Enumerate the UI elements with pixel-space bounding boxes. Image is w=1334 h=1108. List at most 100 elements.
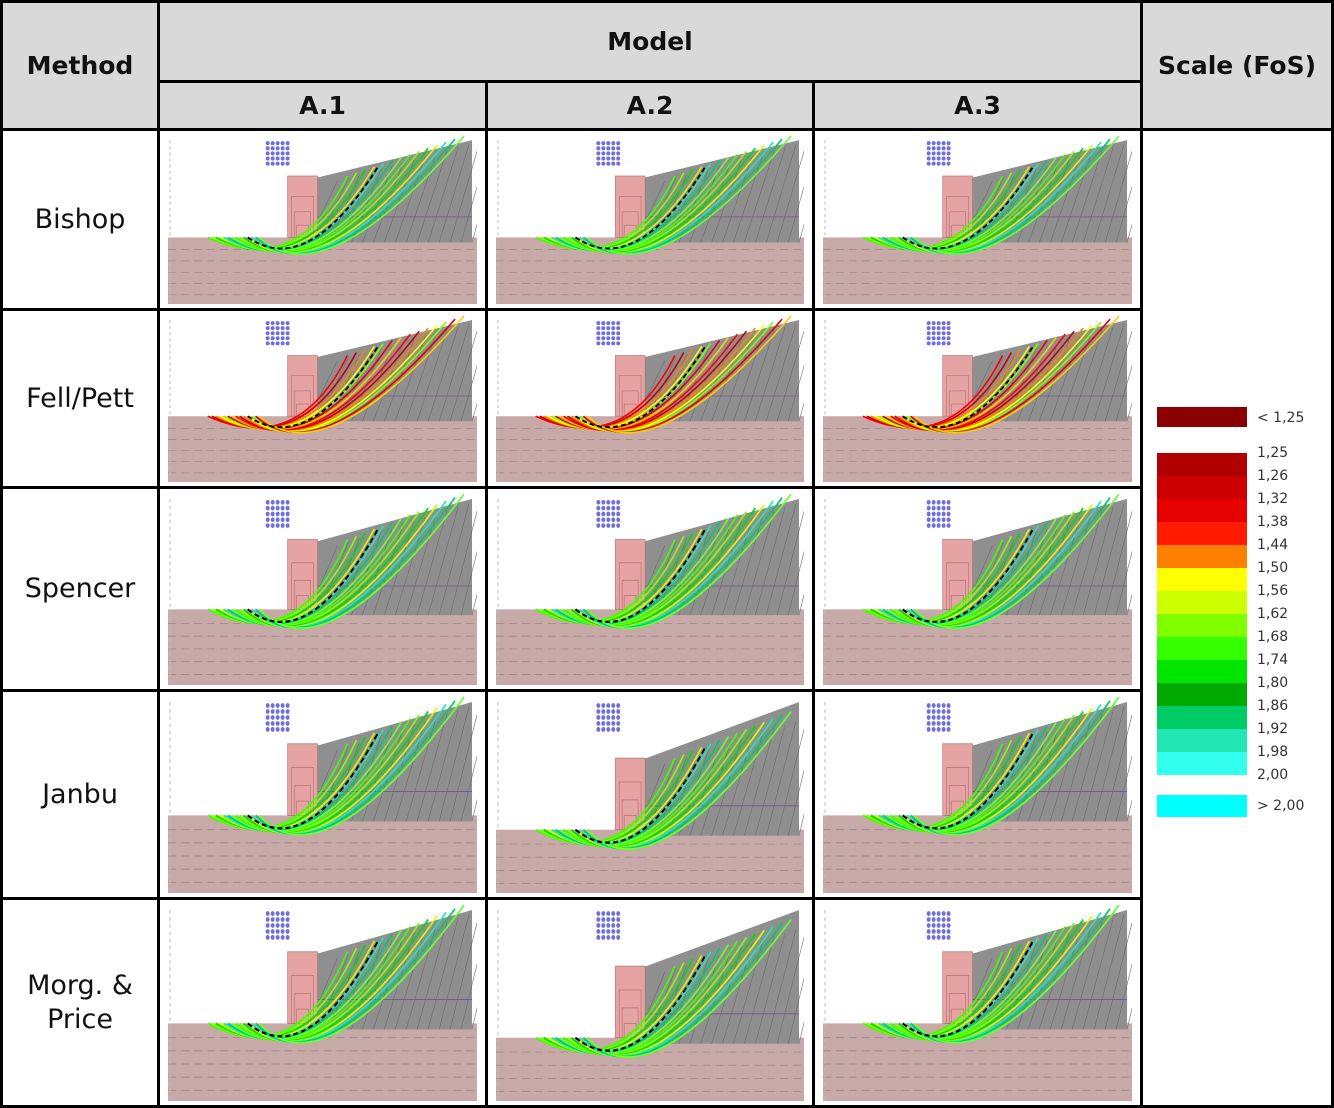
center-grid bbox=[616, 935, 620, 940]
center-grid bbox=[276, 326, 280, 330]
center-grid bbox=[927, 923, 931, 928]
center-grid bbox=[947, 929, 951, 934]
center-grid bbox=[601, 512, 605, 517]
center-grid bbox=[606, 157, 610, 161]
center-grid bbox=[281, 727, 285, 732]
center-grid bbox=[276, 721, 280, 726]
center-grid bbox=[606, 721, 610, 726]
center-grid bbox=[616, 500, 620, 505]
center-grid bbox=[606, 151, 610, 155]
swatch bbox=[1157, 706, 1247, 729]
center-grid bbox=[286, 709, 290, 714]
slope-figure bbox=[496, 904, 804, 1101]
center-grid bbox=[281, 500, 285, 505]
method-label: Janbu bbox=[15, 778, 145, 812]
center-grid bbox=[927, 523, 931, 528]
legend-label: 2,00 bbox=[1257, 767, 1288, 783]
center-grid bbox=[947, 911, 951, 916]
center-grid bbox=[942, 935, 946, 940]
center-grid bbox=[266, 321, 270, 325]
center-grid bbox=[937, 162, 941, 166]
center-grid bbox=[266, 715, 270, 720]
center-grid bbox=[281, 917, 285, 922]
center-grid bbox=[276, 911, 280, 916]
center-grid bbox=[286, 929, 290, 934]
center-grid bbox=[616, 911, 620, 916]
center-grid bbox=[596, 911, 600, 916]
center-grid bbox=[271, 727, 275, 732]
center-grid bbox=[947, 146, 951, 150]
slope-figure bbox=[823, 493, 1132, 685]
center-grid bbox=[942, 929, 946, 934]
center-grid bbox=[606, 326, 610, 330]
model-image bbox=[159, 130, 487, 310]
center-grid bbox=[271, 151, 275, 155]
center-grid bbox=[611, 923, 615, 928]
center-grid bbox=[276, 709, 280, 714]
legend-label: 1,74 bbox=[1257, 652, 1288, 668]
center-grid bbox=[606, 331, 610, 335]
center-grid bbox=[596, 336, 600, 340]
center-grid bbox=[596, 935, 600, 940]
center-grid bbox=[596, 500, 600, 505]
center-grid bbox=[942, 162, 946, 166]
center-grid bbox=[932, 506, 936, 511]
center-grid bbox=[596, 517, 600, 522]
center-grid bbox=[286, 523, 290, 528]
center-grid bbox=[281, 512, 285, 517]
center-grid bbox=[601, 703, 605, 708]
center-grid bbox=[606, 321, 610, 325]
center-grid bbox=[947, 336, 951, 340]
center-grid bbox=[611, 157, 615, 161]
center-grid bbox=[947, 331, 951, 335]
center-grid bbox=[266, 512, 270, 517]
legend-label: 1,25 bbox=[1257, 445, 1288, 461]
center-grid bbox=[927, 500, 931, 505]
model-image bbox=[814, 130, 1142, 310]
model-image bbox=[159, 488, 487, 691]
center-grid bbox=[947, 709, 951, 714]
center-grid bbox=[281, 709, 285, 714]
center-grid bbox=[932, 151, 936, 155]
center-grid bbox=[596, 146, 600, 150]
swatch bbox=[1157, 407, 1247, 427]
center-grid bbox=[596, 721, 600, 726]
center-grid bbox=[932, 331, 936, 335]
center-grid bbox=[937, 331, 941, 335]
center-grid bbox=[286, 715, 290, 720]
legend-label: 1,26 bbox=[1257, 468, 1288, 484]
center-grid bbox=[596, 141, 600, 145]
swatch bbox=[1157, 453, 1247, 476]
model-image bbox=[814, 691, 1142, 899]
center-grid bbox=[266, 146, 270, 150]
center-grid bbox=[942, 523, 946, 528]
center-grid bbox=[601, 341, 605, 345]
center-grid bbox=[281, 146, 285, 150]
center-grid bbox=[281, 336, 285, 340]
center-grid bbox=[271, 911, 275, 916]
center-grid bbox=[266, 911, 270, 916]
center-grid bbox=[271, 341, 275, 345]
center-grid bbox=[937, 935, 941, 940]
model-image bbox=[487, 310, 814, 488]
center-grid bbox=[937, 326, 941, 330]
center-grid bbox=[942, 709, 946, 714]
center-grid bbox=[266, 157, 270, 161]
center-grid bbox=[611, 151, 615, 155]
center-grid bbox=[276, 512, 280, 517]
model-image bbox=[159, 899, 487, 1107]
center-grid bbox=[596, 917, 600, 922]
center-grid bbox=[281, 326, 285, 330]
center-grid bbox=[932, 721, 936, 726]
center-grid bbox=[596, 506, 600, 511]
center-grid bbox=[601, 151, 605, 155]
center-grid bbox=[286, 727, 290, 732]
center-grid bbox=[281, 157, 285, 161]
center-grid bbox=[286, 517, 290, 522]
center-grid bbox=[616, 923, 620, 928]
center-grid bbox=[947, 703, 951, 708]
center-grid bbox=[927, 727, 931, 732]
center-grid bbox=[927, 935, 931, 940]
center-grid bbox=[286, 326, 290, 330]
method-label: Fell/Pett bbox=[15, 382, 145, 416]
